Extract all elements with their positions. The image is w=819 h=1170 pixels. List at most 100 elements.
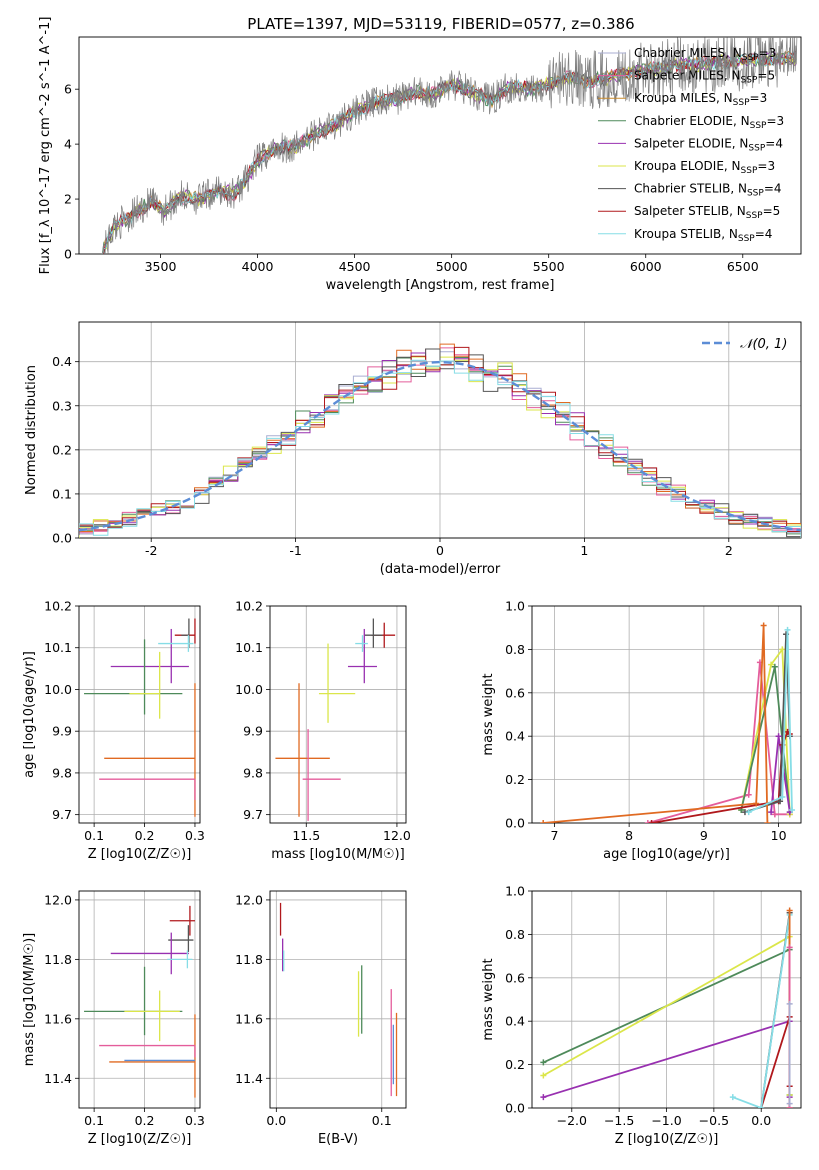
y-tick-label: 0.8 [505,642,525,657]
weight-series-line [647,662,790,823]
x-tick-label: 0 [436,543,444,558]
x-tick-label: 0.2 [135,828,155,843]
weight-marker [729,1094,736,1101]
x-axis-label: Z [log10(Z/Z☉)] [88,1132,192,1147]
y-tick-label: 10.1 [44,640,72,655]
y-axis-label: mass weight [481,673,496,755]
legend-subscript: SSP [750,121,767,131]
y-tick-label: 11.8 [44,952,72,967]
legend-subscript: SSP [742,53,759,63]
legend-subscript: SSP [738,234,755,244]
x-tick-label: 4000 [242,259,274,274]
y-tick-label: 0.6 [505,970,525,985]
y-tick-label: 11.4 [44,1071,72,1086]
data-point [104,683,196,817]
legend-count: =3 [759,46,777,60]
x-tick-label: −1.5 [604,1113,634,1128]
weight_vs_age-frame [531,605,802,824]
weight-marker [760,622,767,629]
y-tick-label: 12.0 [235,892,263,907]
legend-count: =4 [764,182,782,196]
legend-label: Chabrier ELODIE, NSSP=3 [634,114,784,131]
weight_vs_age-axes: 7 8 9 10 0.0 0.2 0.4 0.6 0.8 1.0 age [log10(age/yr… [481,599,802,862]
weight-marker [777,798,784,805]
weight-marker [540,820,547,823]
y-tick-label: 0.4 [52,354,72,369]
weight-series-line [732,914,791,1108]
legend-label: Kroupa MILES, NSSP=3 [634,91,767,108]
legend-label: Salpeter STELIB, NSSP=5 [634,204,780,221]
y-tick-label: 11.4 [235,1071,263,1086]
y-tick-label: 6 [64,82,72,97]
weight-marker [786,1000,793,1007]
x-axis-label: Z [log10(Z/Z☉)] [88,847,192,862]
y-tick-label: 10.2 [44,599,72,614]
age_vs_Z-axes: 0.1 0.2 0.3 9.7 9.8 9.9 10.0 10.1 10.2 Z [log10(Z… [22,599,205,863]
normal-dist-curve [79,360,801,532]
x-tick-label: 1 [580,543,588,558]
data-point [168,925,194,952]
data-point [275,683,330,817]
weight_vs_Z-lines [540,907,793,1108]
data-point [99,1044,196,1058]
histogram-lines [79,343,801,538]
y-tick-label: 10.1 [235,640,263,655]
data-point [110,932,189,975]
x-tick-label: 5500 [533,259,565,274]
y-tick-label: 9.8 [52,765,72,780]
histogram-step-line [79,359,801,538]
data-point [174,618,196,644]
spectrum-legend: Chabrier MILES, NSSP=3 Salpeter MILES, NS… [598,46,784,244]
legend-label: Chabrier MILES, NSSP=3 [634,46,776,63]
weight_vs_Z-frame [531,890,802,1109]
age_vs_Z-points [84,618,196,817]
y-tick-label: 0.0 [52,531,72,546]
data-point [347,628,377,684]
legend-subscript: SSP [741,76,758,86]
age_vs_mass-frame [269,605,407,824]
weight-marker [789,806,796,813]
y-tick-label: 2 [64,192,72,207]
residuals-frame [78,321,802,539]
y-tick-label: 11.6 [44,1011,72,1026]
legend-label: Kroupa ELODIE, NSSP=3 [634,159,775,176]
y-tick-label: 0.3 [52,398,72,413]
x-tick-label: 7 [550,828,558,843]
legend-label: Salpeter MILES, NSSP=5 [634,69,775,86]
y-tick-label: 1.0 [505,884,525,899]
weight-series-line [543,625,769,823]
y-axis-label: age [log10(age/yr)] [22,651,37,778]
weight-marker [786,1100,793,1107]
residuals-axes: -2 -1 0 1 2 0.0 0.1 0.2 0.3 0.4 (data-model)/error… [24,321,802,577]
age_vs_Z-frame [78,605,201,824]
x-tick-label: 6500 [727,259,759,274]
x-axis-label: (data-model)/error [380,562,501,577]
y-tick-label: 0 [64,247,72,262]
y-tick-label: 9.9 [52,724,72,739]
data-point [110,628,189,684]
x-tick-label: 0.0 [266,1113,286,1128]
weight_vs_age-lines [540,622,796,823]
legend-label: Chabrier STELIB, NSSP=4 [634,182,782,199]
data-point [167,950,193,969]
age_vs_mass-points [275,618,396,821]
y-tick-label: 9.7 [52,807,72,822]
weight-series-line [760,1016,791,1108]
x-axis-label: mass [log10(M/M☉)] [271,847,404,862]
x-tick-label: −2.0 [557,1113,587,1128]
mass_vs_Z-points [84,905,196,1098]
mass_vs_ebv-axes: 0.0 0.1 11.4 11.6 11.8 12.0 E(B-V) [235,890,407,1147]
data-point [129,651,161,719]
x-tick-label: 4500 [339,259,371,274]
spectrum-lines [101,37,798,254]
y-tick-label: 0.1 [52,486,72,501]
y-tick-label: 0.6 [505,685,525,700]
y-axis-label: Flux [f_λ 10^-17 erg cm^-2 s^-1 A^-1] [38,17,53,275]
data-point [84,639,183,715]
y-tick-label: 0.8 [505,927,525,942]
weight_vs_Z-axes: −2.0 −1.5 −1.0 −0.5 0.0 0.0 0.2 0.4 0.6 0.8 1.0 Z [… [481,884,802,1147]
weight-marker [540,1094,547,1101]
data-point [355,635,368,652]
x-tick-label: 10 [771,828,787,843]
data-point [99,778,196,801]
